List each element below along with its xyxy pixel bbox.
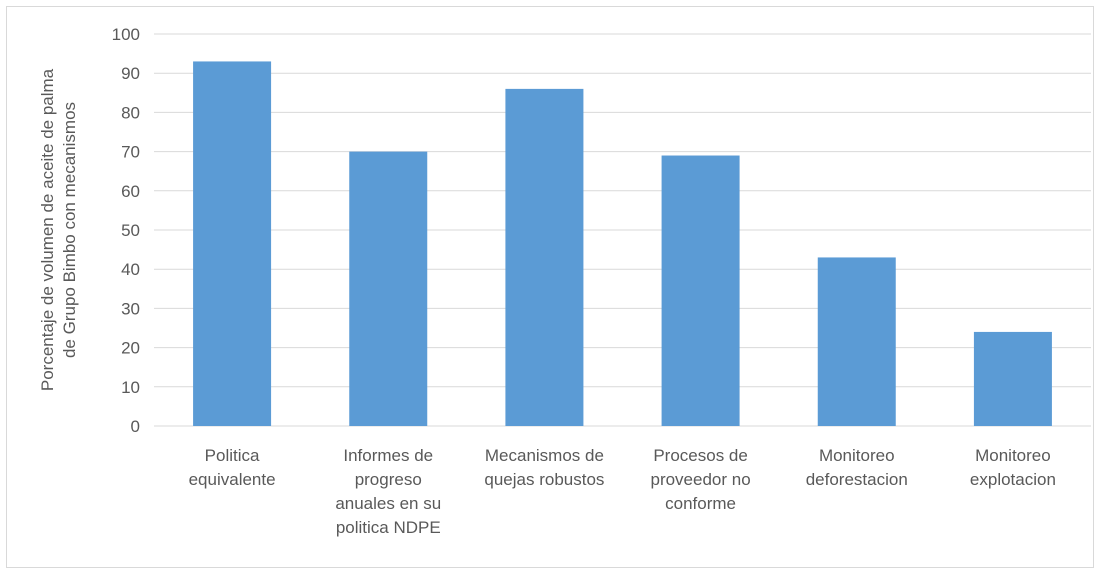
bar-chart: 0 10 20 30 40 50 60 70 80 90 100 Politica equivalen… <box>38 25 1091 537</box>
x-category-label-line: proveedor no <box>650 470 750 489</box>
x-category-label-line: Informes de <box>343 446 433 465</box>
x-category-label: Mecanismos de quejas robustos <box>484 446 604 489</box>
x-category-label-line: explotacion <box>970 470 1056 489</box>
chart-frame: 0 10 20 30 40 50 60 70 80 90 100 Politica equivalen… <box>6 6 1094 568</box>
y-axis-title: Porcentaje de volumen de aceite de palma… <box>38 68 79 391</box>
x-category-label-line: Monitoreo <box>819 446 895 465</box>
y-axis-ticks: 0 10 20 30 40 50 60 70 80 90 100 <box>112 25 140 436</box>
y-tick-label: 80 <box>121 103 140 122</box>
x-category-label-line: Monitoreo <box>975 446 1051 465</box>
x-category-label-line: conforme <box>665 494 736 513</box>
y-tick-label: 40 <box>121 260 140 279</box>
y-tick-label: 60 <box>121 182 140 201</box>
y-tick-label: 20 <box>121 339 140 358</box>
x-category-label: Procesos de proveedor no conforme <box>650 446 750 513</box>
y-tick-label: 90 <box>121 64 140 83</box>
x-category-label-line: deforestacion <box>806 470 908 489</box>
x-category-label-line: quejas robustos <box>484 470 604 489</box>
y-axis-title-line: Porcentaje de volumen de aceite de palma <box>38 68 57 391</box>
y-tick-label: 30 <box>121 299 140 318</box>
bar-3 <box>505 88 584 426</box>
y-tick-label: 50 <box>121 221 140 240</box>
y-tick-label: 10 <box>121 378 140 397</box>
x-category-label-line: anuales en su <box>335 494 441 513</box>
x-axis-categories: Politica equivalente Informes de progreso an… <box>189 446 1056 537</box>
y-tick-label: 70 <box>121 143 140 162</box>
x-category-label-line: politica NDPE <box>336 518 441 537</box>
y-tick-label: 100 <box>112 25 140 44</box>
x-category-label-line: progreso <box>355 470 422 489</box>
x-category-label: Politica equivalente <box>189 446 276 489</box>
x-category-label: Monitoreo explotacion <box>970 446 1056 489</box>
y-axis-title-line: de Grupo Bimbo con mecanismos <box>60 102 79 358</box>
bar-2 <box>349 151 428 426</box>
bar-4 <box>661 155 740 426</box>
bar-6 <box>973 331 1052 426</box>
x-category-label-line: Politica <box>205 446 260 465</box>
y-tick-label: 0 <box>131 417 140 436</box>
x-category-label-line: equivalente <box>189 470 276 489</box>
bars <box>193 61 1052 426</box>
bar-5 <box>817 257 896 426</box>
x-category-label: Monitoreo deforestacion <box>806 446 908 489</box>
x-category-label: Informes de progreso anuales en su politica… <box>335 446 441 537</box>
x-category-label-line: Mecanismos de <box>485 446 604 465</box>
x-category-label-line: Procesos de <box>653 446 748 465</box>
bar-1 <box>193 61 272 426</box>
gridlines <box>154 33 1091 427</box>
